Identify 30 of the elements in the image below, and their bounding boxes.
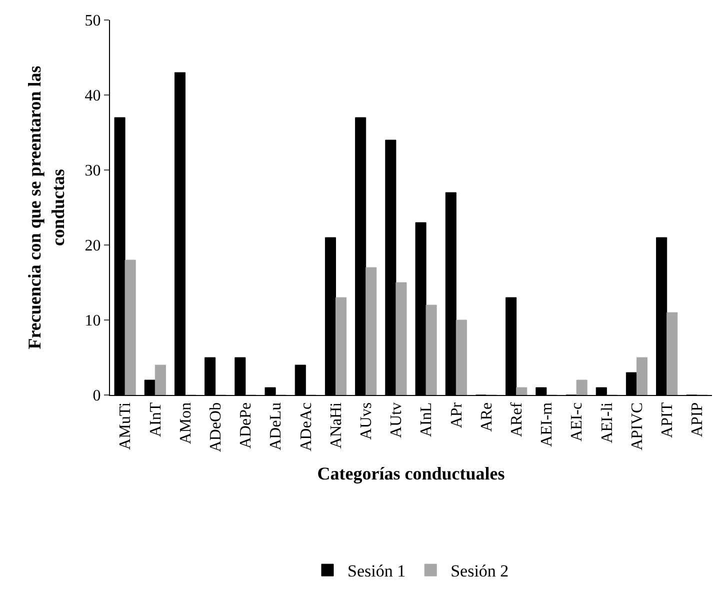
y-tick-label: 30 xyxy=(84,162,101,180)
y-tick-label: 50 xyxy=(84,12,101,30)
y-tick-label: 0 xyxy=(92,388,101,405)
x-tick-label: AEI-li xyxy=(598,402,616,444)
legend-label: Sesión 2 xyxy=(450,562,509,581)
legend-label: Sesión 1 xyxy=(348,562,406,581)
x-tick-label: AInL xyxy=(418,402,436,438)
y-axis-title: Frecuencia con que se preentaron las conductas xyxy=(24,66,68,350)
x-tick-label: ADeLu xyxy=(268,402,285,450)
x-tick-label: APIVC xyxy=(628,402,646,450)
x-tick-label: AMon xyxy=(177,402,194,444)
x-tick-label: AEI-m xyxy=(538,402,556,447)
y-tick-label: 40 xyxy=(84,88,101,105)
x-tick-label: AUtv xyxy=(388,402,406,438)
x-tick-label: ADeOb xyxy=(208,402,225,452)
x-tick-label: AUvs xyxy=(358,402,376,440)
x-tick-label: AEI-c xyxy=(568,402,586,442)
x-tick-label: AInT xyxy=(147,402,164,438)
y-tick-label: 20 xyxy=(84,238,101,255)
x-tick-label: APIP xyxy=(689,402,706,438)
x-tick-label: APIT xyxy=(659,402,676,438)
x-tick-label: ADePe xyxy=(238,402,255,449)
x-tick-label: AMuTi xyxy=(117,402,134,450)
x-axis-title: Categorías conductuales xyxy=(317,463,505,484)
x-tick-label: ADeAc xyxy=(298,402,315,452)
x-tick-label: APr xyxy=(448,402,466,428)
y-tick-label: 10 xyxy=(84,312,101,330)
x-tick-label: ANaHi xyxy=(328,402,345,449)
x-tick-label: ARef xyxy=(508,402,526,438)
x-tick-label: ARe xyxy=(478,402,496,432)
